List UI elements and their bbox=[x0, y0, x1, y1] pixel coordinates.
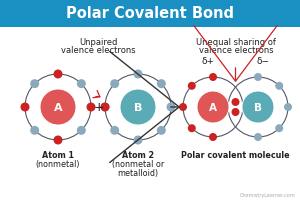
Circle shape bbox=[254, 74, 262, 82]
Text: ChemistryLearner.com: ChemistryLearner.com bbox=[239, 192, 295, 197]
Circle shape bbox=[100, 103, 109, 112]
Circle shape bbox=[134, 70, 142, 79]
Circle shape bbox=[157, 80, 166, 89]
Circle shape bbox=[110, 80, 119, 89]
Circle shape bbox=[40, 89, 76, 125]
Text: (nonmetal): (nonmetal) bbox=[36, 159, 80, 168]
Text: (nonmetal or: (nonmetal or bbox=[112, 159, 164, 168]
Text: metalloid): metalloid) bbox=[117, 168, 159, 177]
Circle shape bbox=[188, 82, 196, 90]
Circle shape bbox=[110, 126, 119, 135]
Text: δ+: δ+ bbox=[202, 57, 214, 66]
Circle shape bbox=[157, 126, 166, 135]
Circle shape bbox=[53, 70, 62, 79]
Circle shape bbox=[254, 133, 262, 141]
Circle shape bbox=[134, 136, 142, 145]
Text: Atom 1: Atom 1 bbox=[42, 150, 74, 159]
Text: δ−: δ− bbox=[256, 57, 269, 66]
Circle shape bbox=[242, 92, 274, 123]
Circle shape bbox=[179, 103, 187, 112]
Text: valence electrons: valence electrons bbox=[61, 46, 135, 55]
Circle shape bbox=[284, 103, 292, 112]
Text: B: B bbox=[134, 102, 142, 113]
Text: B: B bbox=[254, 102, 262, 113]
Circle shape bbox=[188, 125, 196, 133]
Circle shape bbox=[232, 99, 239, 106]
Circle shape bbox=[275, 82, 283, 90]
Circle shape bbox=[100, 103, 109, 112]
Circle shape bbox=[30, 80, 39, 89]
Circle shape bbox=[30, 126, 39, 135]
Circle shape bbox=[197, 92, 229, 123]
Circle shape bbox=[275, 125, 283, 133]
Text: Polar covalent molecule: Polar covalent molecule bbox=[181, 150, 290, 159]
Circle shape bbox=[77, 80, 86, 89]
Circle shape bbox=[86, 103, 95, 112]
Text: +: + bbox=[94, 101, 104, 114]
Circle shape bbox=[167, 103, 176, 112]
Text: Atom 2: Atom 2 bbox=[122, 150, 154, 159]
Circle shape bbox=[232, 108, 239, 116]
Circle shape bbox=[120, 89, 156, 125]
FancyArrowPatch shape bbox=[93, 91, 100, 98]
Circle shape bbox=[77, 126, 86, 135]
Circle shape bbox=[209, 74, 217, 82]
Text: Polar Covalent Bond: Polar Covalent Bond bbox=[66, 6, 234, 21]
Text: A: A bbox=[209, 102, 217, 113]
Text: A: A bbox=[54, 102, 62, 113]
Text: Unpaired: Unpaired bbox=[79, 38, 117, 47]
Bar bbox=[0, 0, 300, 28]
Circle shape bbox=[209, 133, 217, 141]
Text: Unequal sharing of: Unequal sharing of bbox=[196, 38, 276, 47]
Circle shape bbox=[20, 103, 29, 112]
Circle shape bbox=[53, 136, 62, 145]
Text: valence electrons: valence electrons bbox=[199, 46, 273, 55]
